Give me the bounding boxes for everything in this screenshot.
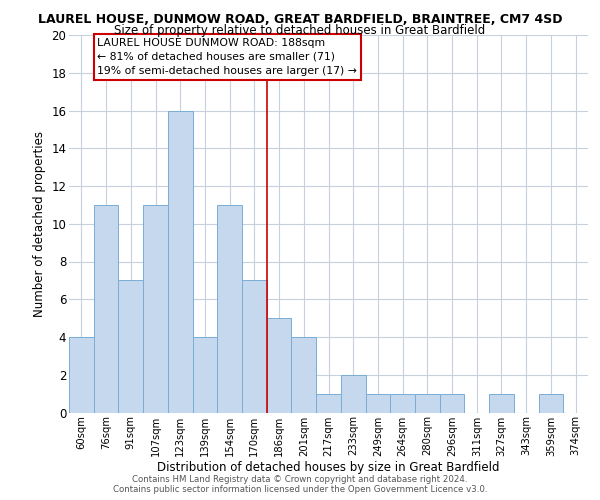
Text: Contains HM Land Registry data © Crown copyright and database right 2024.
Contai: Contains HM Land Registry data © Crown c… xyxy=(113,474,487,494)
Bar xyxy=(242,280,267,412)
Bar xyxy=(118,280,143,412)
Text: Size of property relative to detached houses in Great Bardfield: Size of property relative to detached ho… xyxy=(115,24,485,37)
Bar xyxy=(94,205,118,412)
Text: LAUREL HOUSE DUNMOW ROAD: 188sqm
← 81% of detached houses are smaller (71)
19% o: LAUREL HOUSE DUNMOW ROAD: 188sqm ← 81% o… xyxy=(97,38,357,76)
Y-axis label: Number of detached properties: Number of detached properties xyxy=(32,130,46,317)
Bar xyxy=(489,394,514,412)
Bar xyxy=(168,110,193,412)
Bar xyxy=(539,394,563,412)
Bar xyxy=(440,394,464,412)
Bar xyxy=(292,337,316,412)
Bar xyxy=(415,394,440,412)
Bar xyxy=(69,337,94,412)
Bar xyxy=(217,205,242,412)
Bar xyxy=(316,394,341,412)
Bar xyxy=(390,394,415,412)
Bar xyxy=(143,205,168,412)
Bar xyxy=(193,337,217,412)
Bar xyxy=(267,318,292,412)
Text: LAUREL HOUSE, DUNMOW ROAD, GREAT BARDFIELD, BRAINTREE, CM7 4SD: LAUREL HOUSE, DUNMOW ROAD, GREAT BARDFIE… xyxy=(38,13,562,26)
Bar xyxy=(365,394,390,412)
Bar xyxy=(341,375,365,412)
X-axis label: Distribution of detached houses by size in Great Bardfield: Distribution of detached houses by size … xyxy=(157,461,500,474)
